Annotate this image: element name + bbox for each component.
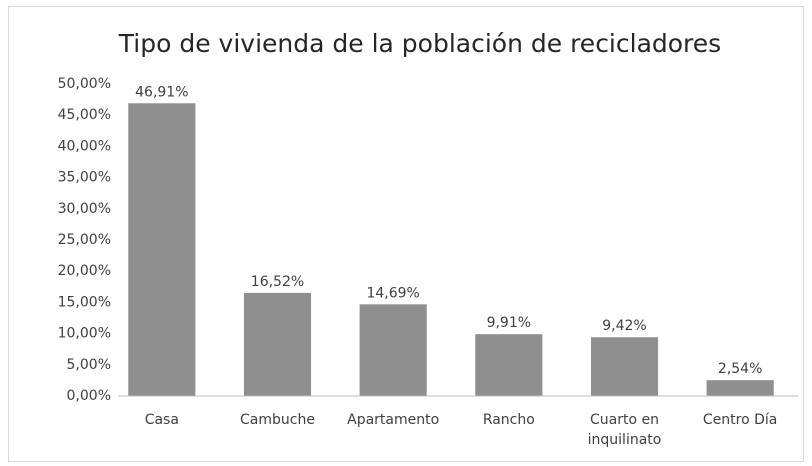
x-tick-label: Apartamento [347, 412, 440, 428]
y-tick-label: 10,00% [58, 326, 111, 342]
x-tick-label: Cambuche [240, 412, 315, 428]
y-tick-label: 35,00% [58, 170, 111, 186]
x-tick-label: Centro Día [702, 412, 778, 428]
bar [475, 334, 543, 396]
bar [243, 292, 312, 396]
data-label: 14,69% [366, 285, 419, 301]
data-label: 9,42% [602, 318, 646, 334]
bar [359, 304, 427, 396]
y-tick-label: 5,00% [67, 357, 111, 373]
data-label: 16,52% [251, 274, 304, 290]
y-tick-label: 25,00% [58, 232, 111, 248]
y-tick-label: 40,00% [58, 138, 111, 154]
data-label: 2,54% [718, 361, 762, 377]
x-tick-label: Rancho [482, 412, 535, 428]
y-tick-label: 15,00% [58, 294, 111, 310]
chart-title: Tipo de vivienda de la población de reci… [118, 29, 721, 58]
y-tick-label: 30,00% [58, 201, 111, 217]
data-label: 46,91% [135, 84, 188, 100]
bar [706, 380, 774, 396]
x-tick-label: Casa [144, 412, 179, 428]
y-tick-label: 50,00% [58, 76, 111, 92]
x-tick-label: Cuarto en inquilinato [587, 412, 662, 448]
data-label: 9,91% [487, 315, 531, 331]
y-tick-label: 0,00% [67, 388, 111, 404]
y-tick-label: 45,00% [58, 107, 111, 123]
y-tick-label: 20,00% [58, 263, 111, 279]
bar [590, 337, 659, 396]
bar [128, 103, 196, 396]
